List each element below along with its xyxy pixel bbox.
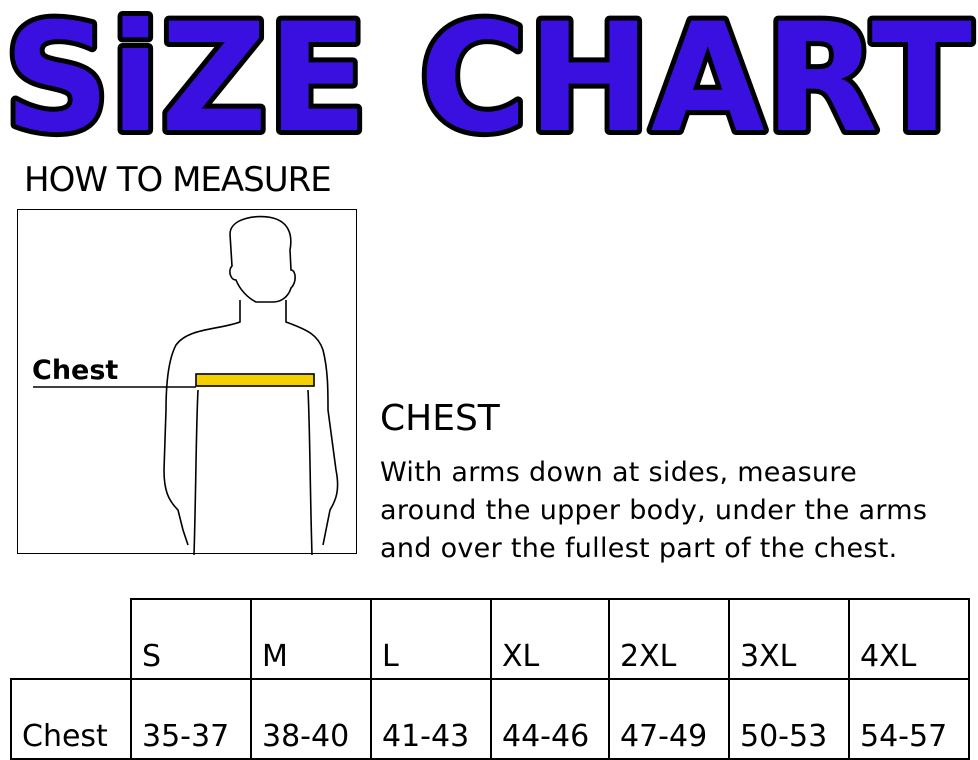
figure-chest-label: Chest — [32, 355, 119, 386]
chest-value: 35-37 — [130, 678, 252, 760]
size-header-text: S — [142, 639, 162, 674]
row-label-chest-text: Chest — [22, 719, 108, 754]
size-header: 3XL — [728, 598, 850, 680]
size-header: XL — [490, 598, 610, 680]
row-label-chest: Chest — [10, 678, 132, 760]
size-header: 4XL — [848, 598, 970, 680]
chest-value-text: 50-53 — [740, 719, 828, 754]
size-header: L — [370, 598, 492, 680]
size-header: 2XL — [608, 598, 730, 680]
left-torso-line — [193, 389, 199, 556]
chest-value-text: 38-40 — [262, 719, 350, 754]
size-header-text: 2XL — [620, 639, 677, 674]
how-to-measure-heading: HOW TO MEASURE — [24, 160, 332, 200]
right-torso-line — [307, 389, 313, 556]
size-header-text: 3XL — [740, 639, 797, 674]
chest-value: 44-46 — [490, 678, 610, 760]
chest-value: 50-53 — [728, 678, 850, 760]
chest-value-text: 47-49 — [620, 719, 708, 754]
size-header: M — [250, 598, 372, 680]
instruction-line: and over the fullest part of the chest. — [380, 533, 898, 564]
chest-value: 54-57 — [848, 678, 970, 760]
left-body-outline — [163, 300, 241, 546]
measuring-tape — [195, 373, 315, 387]
size-header-text: 4XL — [860, 639, 917, 674]
size-header: S — [130, 598, 252, 680]
head-outline — [229, 215, 296, 303]
chest-value-text: 35-37 — [142, 719, 230, 754]
chest-instructions-heading: CHEST — [380, 398, 500, 439]
chest-value-text: 44-46 — [502, 719, 590, 754]
instruction-line: With arms down at sides, measure — [380, 457, 858, 488]
size-header-text: M — [262, 639, 288, 674]
chest-value: 47-49 — [608, 678, 730, 760]
chest-instructions-text: With arms down at sides, measure around … — [380, 454, 978, 568]
measure-figure — [17, 209, 357, 556]
chest-value: 38-40 — [250, 678, 372, 760]
right-body-outline — [285, 300, 339, 546]
chest-value-text: 41-43 — [382, 719, 470, 754]
title-text: SiZE CHART — [4, 0, 972, 150]
size-chart-title: SiZE CHART — [0, 0, 977, 150]
instruction-line: around the upper body, under the arms — [380, 495, 928, 526]
size-header-text: XL — [502, 639, 540, 674]
size-header-text: L — [382, 639, 399, 674]
chest-value: 41-43 — [370, 678, 492, 760]
chest-value-text: 54-57 — [860, 719, 948, 754]
body-outline-illustration — [33, 215, 339, 556]
